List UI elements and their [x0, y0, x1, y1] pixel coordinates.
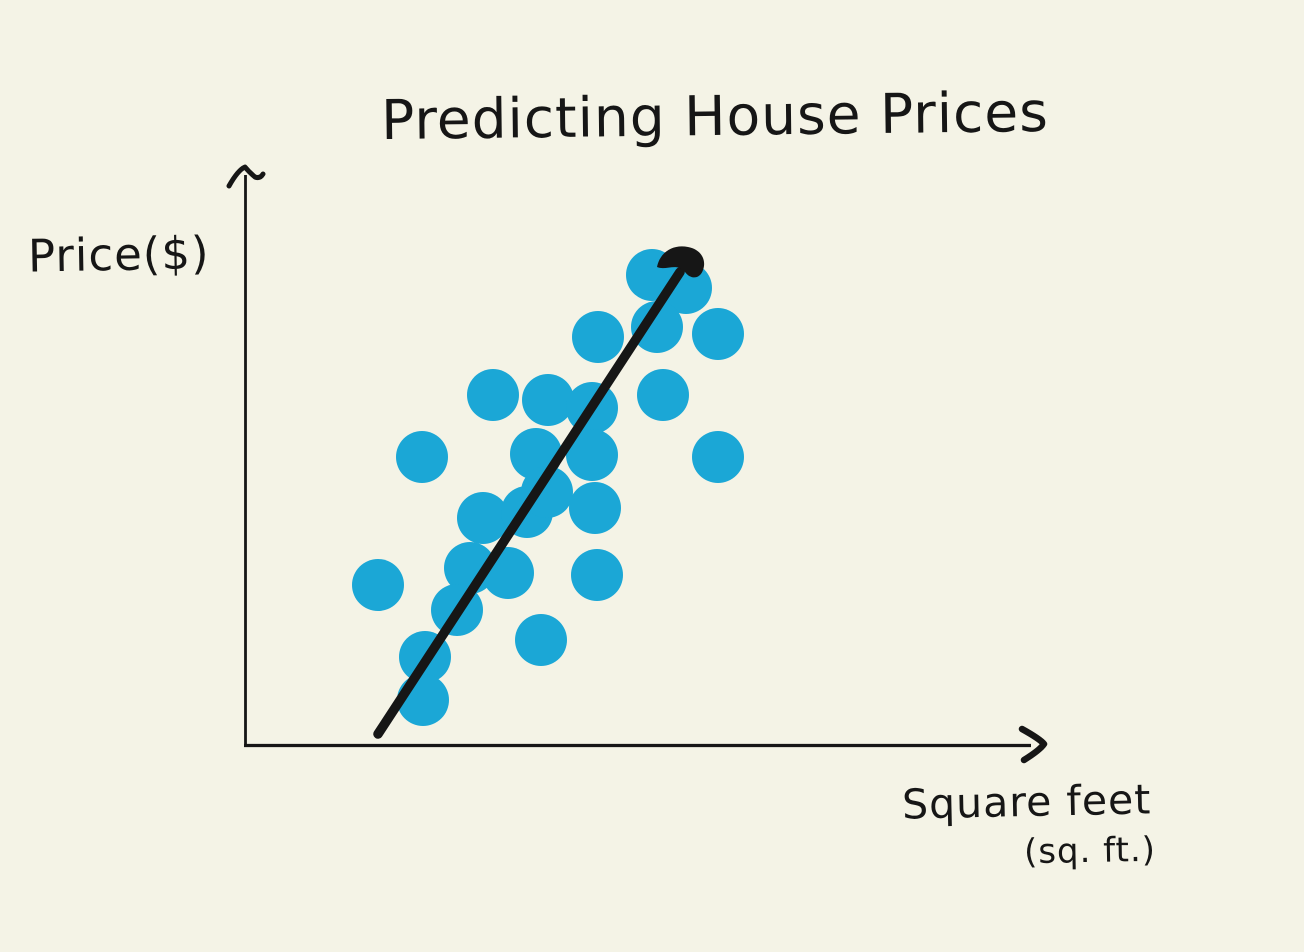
data-point [522, 374, 574, 426]
x-axis-unit-label: (sq. ft.) [1023, 829, 1157, 873]
data-point [396, 431, 448, 483]
y-axis-label: Price($) [27, 226, 210, 283]
data-point [521, 466, 573, 518]
data-point [457, 492, 509, 544]
data-point [631, 301, 683, 353]
data-point [352, 559, 404, 611]
data-point [572, 311, 624, 363]
trend-arrowhead-icon [657, 246, 705, 278]
x-axis-arrowhead-icon [1018, 725, 1048, 764]
data-point [515, 614, 567, 666]
x-axis-label: Square feet [901, 775, 1152, 829]
chart-title: Predicting House Prices [380, 79, 1050, 153]
data-point [692, 431, 744, 483]
data-point [571, 549, 623, 601]
data-point [692, 308, 744, 360]
data-point [637, 369, 689, 421]
y-axis-arrowhead-icon [226, 164, 266, 189]
data-point [569, 482, 621, 534]
trend-line [373, 267, 685, 739]
data-point [566, 429, 618, 481]
data-point [467, 369, 519, 421]
